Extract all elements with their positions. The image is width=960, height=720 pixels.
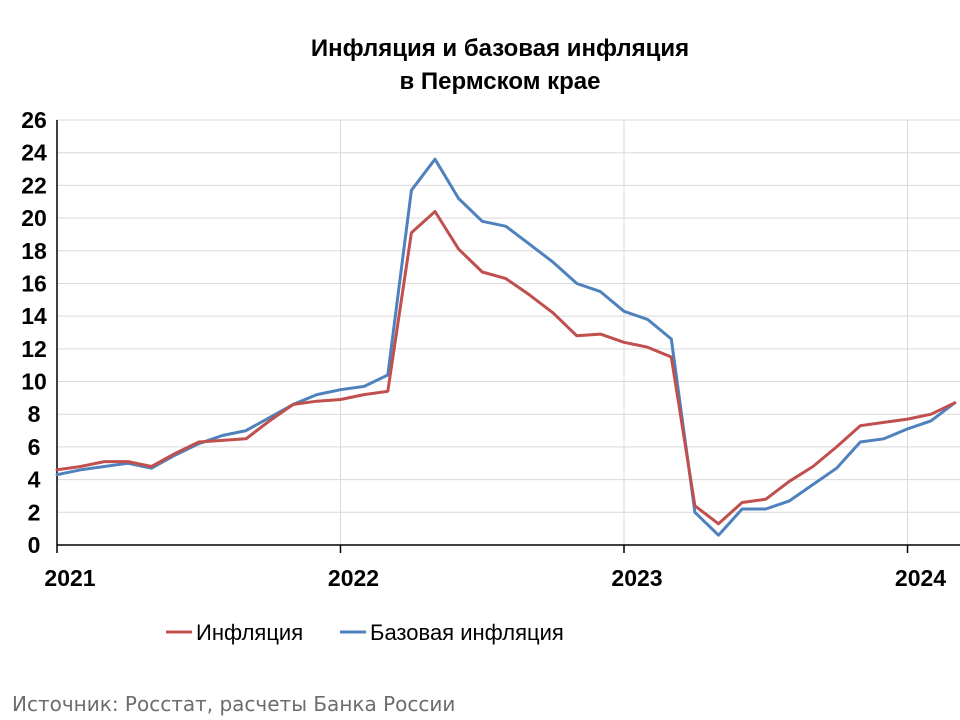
y-tick-label: 10 <box>21 369 47 395</box>
y-tick-label: 6 <box>28 434 41 460</box>
x-tick-label: 2023 <box>611 565 662 591</box>
x-tick-label: 2022 <box>328 565 379 591</box>
y-tick-label: 26 <box>21 107 47 133</box>
gridlines <box>57 119 960 545</box>
y-tick-label: 14 <box>21 303 47 329</box>
chart-title-line-2: в Пермском крае <box>400 68 601 95</box>
y-tick-label: 24 <box>21 140 47 166</box>
source-note: Источник: Росстат, расчеты Банка России <box>12 692 456 716</box>
y-tick-label: 4 <box>28 467 41 493</box>
y-tick-label: 20 <box>21 205 47 231</box>
y-tick-label: 12 <box>21 336 47 362</box>
y-tick-label: 16 <box>21 270 47 296</box>
y-tick-label: 18 <box>21 238 47 264</box>
legend-label-inflation: Инфляция <box>196 620 303 645</box>
y-tick-label: 0 <box>28 532 41 558</box>
y-tick-label: 8 <box>28 401 41 427</box>
series-line-inflation <box>55 210 957 526</box>
series-lines <box>55 157 957 537</box>
chart-title-line-1: Инфляция и базовая инфляция <box>311 35 689 62</box>
y-tick-label: 22 <box>21 172 47 198</box>
x-tick-label: 2024 <box>895 565 946 591</box>
x-tick-label: 2021 <box>44 565 95 591</box>
x-axis-ticks: 2021 2022 2023 2024 <box>44 565 946 591</box>
legend-label-core-inflation: Базовая инфляция <box>370 620 564 645</box>
legend: Инфляция Базовая инфляция <box>166 620 564 645</box>
series-line-core-inflation <box>55 157 957 537</box>
y-tick-label: 2 <box>28 499 41 525</box>
